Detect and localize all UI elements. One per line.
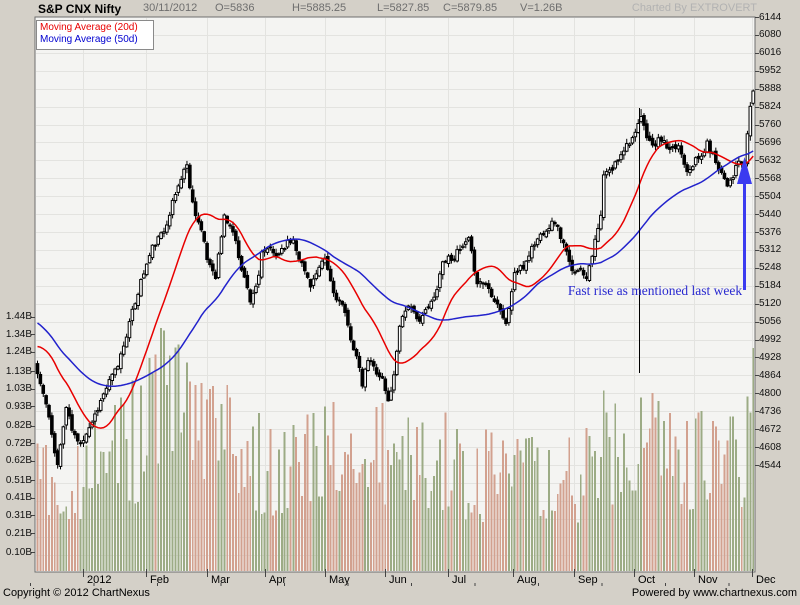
volume-tick-label: 0.21B bbox=[5, 527, 32, 539]
ma20-legend-item: Moving Average (20d) bbox=[40, 22, 138, 33]
charted-by-label: Charted By EXTROVERT bbox=[631, 2, 757, 14]
volume-tick-label: 1.44B bbox=[5, 311, 32, 323]
price-tick-label: 5184 bbox=[759, 280, 782, 292]
price-tick-label: 4544 bbox=[759, 459, 782, 471]
volume-tick-label: 0.93B bbox=[5, 400, 32, 412]
price-tick-label: 4672 bbox=[759, 423, 782, 435]
volume-tick-label: 0.82B bbox=[5, 420, 32, 432]
month-label: Sep bbox=[578, 574, 598, 586]
price-tick-label: 5056 bbox=[759, 316, 782, 328]
volume-tick-label: 0.31B bbox=[5, 509, 32, 521]
month-label: May bbox=[329, 574, 350, 586]
volume-tick-label: 1.34B bbox=[5, 328, 32, 340]
price-tick-label: 4928 bbox=[759, 351, 782, 363]
quote-close: C=5879.85 bbox=[443, 2, 498, 14]
volume-tick-label: 1.13B bbox=[5, 365, 32, 377]
price-tick-label: 4736 bbox=[759, 405, 782, 417]
volume-tick-label: 0.10B bbox=[5, 546, 32, 558]
price-tick-label: 5568 bbox=[759, 172, 782, 184]
chart-annotation-text: Fast rise as mentioned last week bbox=[567, 283, 743, 298]
plot-border bbox=[34, 16, 756, 573]
month-label: Nov bbox=[698, 574, 718, 586]
price-tick-label: 5632 bbox=[759, 154, 782, 166]
price-tick-label: 6144 bbox=[759, 11, 782, 23]
month-label: Dec bbox=[756, 574, 776, 586]
month-label: Aug bbox=[517, 574, 537, 586]
price-tick-label: 5312 bbox=[759, 244, 782, 256]
ma50-legend-item: Moving Average (50d) bbox=[40, 34, 138, 45]
quote-high: H=5885.25 bbox=[292, 2, 347, 14]
month-label: Jul bbox=[452, 574, 467, 586]
month-label: Oct bbox=[638, 574, 656, 586]
price-tick-label: 5760 bbox=[759, 119, 782, 131]
month-label: 2012 bbox=[87, 574, 112, 586]
price-tick-label: 5824 bbox=[759, 101, 782, 113]
price-tick-label: 4608 bbox=[759, 441, 782, 453]
quote-volume: V=1.26B bbox=[520, 2, 563, 14]
price-tick-label: 5504 bbox=[759, 190, 782, 202]
month-label: Apr bbox=[269, 574, 287, 586]
powered-by-label: Powered by www.chartnexus.com bbox=[631, 587, 797, 599]
volume-tick-label: 0.51B bbox=[5, 474, 32, 486]
volume-tick-label: 0.41B bbox=[5, 492, 32, 504]
price-tick-label: 6080 bbox=[759, 29, 782, 41]
volume-tick-label: 1.03B bbox=[5, 383, 32, 395]
price-tick-label: 4992 bbox=[759, 334, 782, 346]
price-tick-label: 5120 bbox=[759, 298, 782, 310]
quote-low: L=5827.85 bbox=[377, 2, 430, 14]
volume-tick-label: 1.24B bbox=[5, 346, 32, 358]
price-tick-label: 6016 bbox=[759, 47, 782, 59]
ma20-line bbox=[37, 139, 754, 429]
ma-legend: Moving Average (20d) Moving Average (50d… bbox=[36, 20, 154, 50]
price-tick-label: 5440 bbox=[759, 208, 782, 220]
month-label: Mar bbox=[211, 574, 230, 586]
axis-ticks bbox=[30, 17, 759, 586]
ma50-line bbox=[37, 150, 754, 387]
price-tick-label: 5888 bbox=[759, 83, 782, 95]
trend-arrow bbox=[737, 157, 752, 290]
quote-date: 30/11/2012 bbox=[143, 2, 198, 14]
price-tick-label: 4864 bbox=[759, 369, 782, 381]
copyright-label: Copyright © 2012 ChartNexus bbox=[3, 587, 150, 599]
month-label: Jun bbox=[389, 574, 407, 586]
instrument-title: S&P CNX Nifty bbox=[38, 2, 122, 16]
price-tick-label: 5952 bbox=[759, 65, 782, 77]
volume-bars bbox=[36, 328, 755, 571]
price-tick-label: 4800 bbox=[759, 387, 782, 399]
volume-tick-label: 0.62B bbox=[5, 455, 32, 467]
month-label: Feb bbox=[150, 574, 169, 586]
quote-open: O=5836 bbox=[215, 2, 255, 14]
price-tick-label: 5248 bbox=[759, 262, 782, 274]
volume-tick-label: 0.72B bbox=[5, 437, 32, 449]
price-tick-label: 5376 bbox=[759, 226, 782, 238]
price-tick-label: 5696 bbox=[759, 136, 782, 148]
